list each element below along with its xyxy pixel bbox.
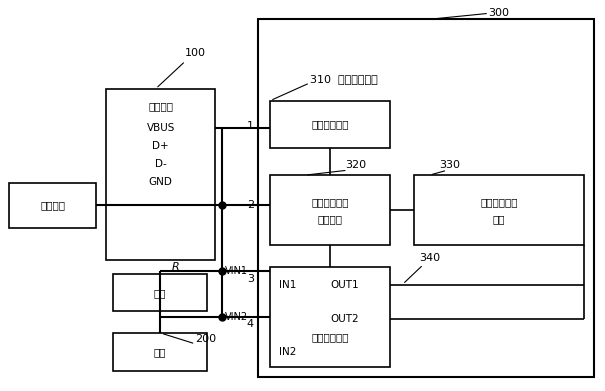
- Bar: [414, 175, 584, 245]
- Text: D+: D+: [152, 142, 169, 151]
- Bar: [106, 89, 215, 260]
- Bar: [270, 100, 390, 148]
- Text: OUT1: OUT1: [330, 280, 359, 291]
- Bar: [9, 183, 96, 228]
- Text: 340: 340: [419, 253, 440, 262]
- Text: 输入检测单元: 输入检测单元: [311, 120, 348, 129]
- Text: 200: 200: [195, 334, 217, 344]
- Text: 充电接口: 充电接口: [148, 102, 173, 112]
- Text: R: R: [172, 262, 180, 273]
- Bar: [270, 267, 390, 367]
- Bar: [258, 19, 594, 377]
- Text: 充电截止电压: 充电截止电压: [311, 197, 348, 207]
- Text: 320: 320: [345, 160, 366, 170]
- Text: 2: 2: [247, 200, 254, 210]
- Bar: [270, 175, 390, 245]
- Text: 系统模块: 系统模块: [40, 201, 65, 210]
- Text: 单元: 单元: [493, 214, 505, 224]
- Text: 电池电压获取: 电池电压获取: [480, 197, 518, 207]
- Text: VBUS: VBUS: [146, 124, 175, 133]
- Text: 1: 1: [247, 120, 253, 131]
- Text: 3: 3: [247, 274, 253, 284]
- Text: 300: 300: [489, 8, 509, 18]
- Text: VIN2: VIN2: [225, 312, 249, 322]
- Text: 电池: 电池: [154, 347, 166, 357]
- Text: 310  电源管理模块: 310 电源管理模块: [310, 74, 378, 84]
- Text: 4: 4: [247, 319, 254, 329]
- Text: 设置单元: 设置单元: [318, 214, 342, 224]
- Text: 330: 330: [439, 160, 460, 170]
- Text: IN1: IN1: [280, 280, 297, 291]
- Text: GND: GND: [149, 177, 172, 187]
- Bar: [113, 274, 208, 311]
- Text: D-: D-: [155, 159, 166, 169]
- Text: VIN1: VIN1: [225, 266, 249, 276]
- Text: OUT2: OUT2: [330, 314, 359, 324]
- Text: 100: 100: [185, 48, 206, 58]
- Text: 电阻: 电阻: [154, 288, 166, 298]
- Text: IN2: IN2: [280, 347, 297, 357]
- Text: 电压比较单元: 电压比较单元: [311, 332, 348, 342]
- Bar: [113, 333, 208, 371]
